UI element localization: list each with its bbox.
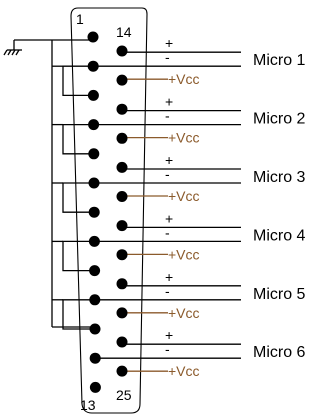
pin-20 xyxy=(116,220,128,232)
pin-3 xyxy=(87,89,99,101)
micro-1-label: Micro 1 xyxy=(253,52,306,69)
pin-14 xyxy=(116,45,128,57)
pin-5 xyxy=(88,148,100,160)
pin-12 xyxy=(89,352,101,364)
micro-3-label: Micro 3 xyxy=(253,169,306,186)
pin-10 xyxy=(89,294,101,306)
pin-6 xyxy=(88,177,100,189)
pin-23 xyxy=(116,307,128,319)
pin-17 xyxy=(116,132,128,144)
pin-25 xyxy=(116,365,128,377)
db25-connector-shell xyxy=(70,7,148,414)
pin-number-14: 14 xyxy=(116,24,132,40)
wiring-layer xyxy=(14,39,241,372)
pin-11 xyxy=(89,323,101,335)
ground-bridge-pin-7 xyxy=(62,182,93,213)
ground-bridge-pin-5 xyxy=(62,123,93,155)
pin-4 xyxy=(88,119,100,131)
micro-3-vcc-label: +Vcc xyxy=(168,188,200,204)
pin-18 xyxy=(116,161,128,173)
micro-2-plus-sign: + xyxy=(165,94,173,110)
pin-number-13: 13 xyxy=(80,397,96,413)
ground-bridge-pin-9 xyxy=(62,240,93,272)
micro-5-label: Micro 5 xyxy=(253,286,306,303)
micro-6-label: Micro 6 xyxy=(253,344,306,361)
pin-21 xyxy=(116,249,128,261)
pin-layer xyxy=(87,31,128,393)
micro-1-vcc-label: +Vcc xyxy=(168,71,200,87)
micro-6-minus-sign: - xyxy=(165,341,170,357)
micro-3-plus-sign: + xyxy=(165,152,173,168)
ground-icon xyxy=(3,40,22,56)
pin-8 xyxy=(88,235,100,247)
micro-1-minus-sign: - xyxy=(165,49,170,65)
pin-number-25: 25 xyxy=(116,387,132,403)
micro-4-vcc-label: +Vcc xyxy=(168,246,200,262)
micro-4-plus-sign: + xyxy=(165,210,173,226)
micro-2-vcc-label: +Vcc xyxy=(168,130,200,146)
pin-13 xyxy=(89,381,101,393)
pin-19 xyxy=(116,191,128,202)
micro-3-minus-sign: - xyxy=(165,166,170,182)
micro-4-minus-sign: - xyxy=(165,224,170,240)
ground-bridge-pin-11 xyxy=(62,299,93,330)
pin-24 xyxy=(116,336,128,348)
pin-1 xyxy=(87,31,99,43)
pin-number-1: 1 xyxy=(76,11,84,27)
micro-2-label: Micro 2 xyxy=(253,111,306,128)
pin-22 xyxy=(116,278,128,290)
pin-2 xyxy=(87,60,99,72)
pin-7 xyxy=(88,206,100,218)
micro-6-plus-sign: + xyxy=(165,327,173,343)
pin-15 xyxy=(116,74,128,86)
micro-1-plus-sign: + xyxy=(165,35,173,51)
pin-16 xyxy=(116,103,128,115)
ground-bridge-pin-3 xyxy=(62,65,93,97)
micro-5-plus-sign: + xyxy=(165,269,173,285)
pin-9 xyxy=(89,265,101,277)
micro-4-label: Micro 4 xyxy=(253,227,306,244)
micro-6-vcc-label: +Vcc xyxy=(168,363,200,379)
micro-5-vcc-label: +Vcc xyxy=(168,305,200,321)
micro-5-minus-sign: - xyxy=(165,283,170,299)
micro-2-minus-sign: - xyxy=(165,108,170,124)
